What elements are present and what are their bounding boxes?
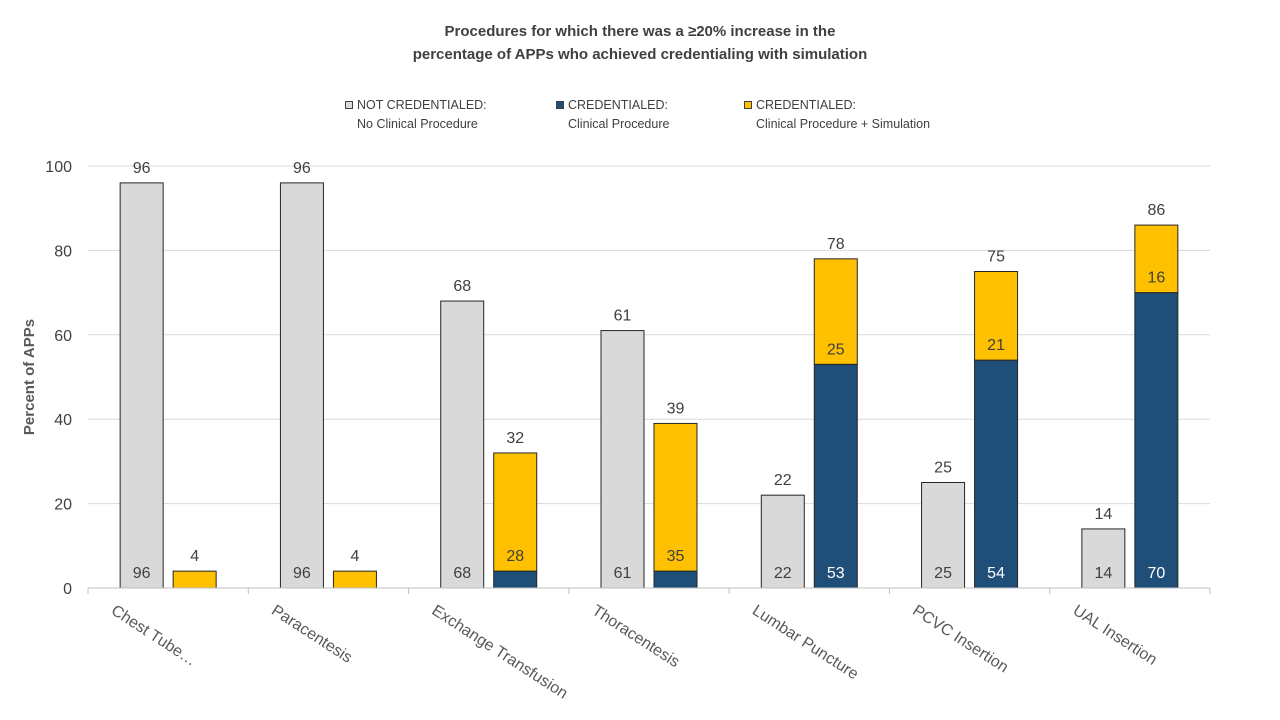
total-label-credentialed: 86: [1147, 202, 1165, 219]
x-category-label: Thoracentesis: [589, 602, 683, 671]
data-labels: 96 4 96 96 4 96 68 32 68 28 61 39 61 35 22 78 22 53 25 25 75…: [133, 160, 1166, 582]
total-label-credentialed: 32: [506, 430, 524, 447]
bar-credentialed-clinical: [493, 570, 538, 589]
total-label-not-credentialed: 25: [934, 460, 952, 477]
legend-item-credentialed-simulation: CREDENTIALED: Clinical Procedure + Simul…: [744, 96, 931, 134]
y-tick-label: 20: [54, 497, 72, 514]
total-label-credentialed: 4: [190, 548, 199, 565]
legend-label-credentialed-clinical-line1: CREDENTIALED:: [568, 98, 669, 112]
total-label-not-credentialed: 14: [1094, 506, 1112, 523]
legend-label-not-credentialed-line1: NOT CREDENTIALED:: [357, 98, 487, 112]
gridlines: [88, 165, 1210, 505]
x-category-label: UAL Insertion: [1070, 602, 1160, 669]
total-label-not-credentialed: 61: [614, 308, 632, 325]
inner-label-credentialed-clinical: 54: [987, 565, 1005, 582]
bar-credentialed-clinical: [813, 363, 858, 589]
bar-not-credentialed: [279, 182, 324, 589]
bar-credentialed-simulation: [813, 258, 858, 365]
bar-credentialed-simulation: [974, 271, 1019, 361]
y-tick-label: 80: [54, 243, 72, 260]
bar-not-credentialed: [600, 330, 645, 589]
chart-title-line-2: percentage of APPs who achieved credenti…: [412, 46, 868, 63]
inner-label-credentialed-simulation: 35: [667, 548, 685, 565]
bar-credentialed-clinical: [974, 359, 1019, 589]
bar-credentialed-clinical: [653, 570, 698, 589]
inner-label-credentialed-simulation: 25: [827, 341, 845, 358]
y-tick-label: 40: [54, 412, 72, 429]
inner-label-credentialed-clinical: 70: [1147, 565, 1165, 582]
y-tick-label: 100: [45, 159, 72, 176]
total-label-not-credentialed: 96: [133, 160, 151, 177]
legend-item-not-credentialed: NOT CREDENTIALED: No Clinical Procedure: [345, 96, 487, 134]
inner-label-not-credentialed: 14: [1094, 565, 1112, 582]
legend-label-credentialed-simulation-line1: CREDENTIALED:: [756, 98, 857, 112]
chart-title-line-1: Procedures for which there was a ≥20% in…: [444, 23, 836, 40]
bar-credentialed-clinical: [1134, 292, 1179, 589]
bar-not-credentialed: [119, 182, 164, 589]
legend-label-credentialed-clinical-line2: Clinical Procedure: [568, 117, 670, 131]
inner-label-credentialed-simulation: 21: [987, 337, 1005, 354]
bar-credentialed-simulation: [332, 570, 377, 589]
inner-label-credentialed-simulation: 16: [1147, 270, 1165, 287]
bar-credentialed-simulation: [653, 422, 698, 572]
inner-label-credentialed-clinical: 53: [827, 565, 845, 582]
bar-not-credentialed: [440, 300, 485, 589]
legend-label-credentialed-simulation-line2: Clinical Procedure + Simulation: [756, 117, 931, 131]
total-label-credentialed: 78: [827, 236, 845, 253]
inner-label-not-credentialed: 68: [453, 565, 471, 582]
bar-not-credentialed: [760, 494, 805, 589]
inner-label-not-credentialed: 61: [614, 565, 632, 582]
x-category-label: Chest Tube…: [108, 602, 199, 670]
x-category-label: Exchange Transfusion: [429, 602, 571, 702]
x-category-label: Paracentesis: [268, 602, 355, 667]
total-label-not-credentialed: 22: [774, 472, 792, 489]
inner-label-not-credentialed: 96: [293, 565, 311, 582]
bar-credentialed-simulation: [493, 452, 538, 572]
inner-label-not-credentialed: 22: [774, 565, 792, 582]
bar-credentialed-simulation: [172, 570, 217, 589]
bars: [119, 182, 1179, 589]
inner-label-not-credentialed: 25: [934, 565, 952, 582]
inner-label-credentialed-simulation: 28: [506, 548, 524, 565]
y-tick-label: 60: [54, 328, 72, 345]
bar-credentialed-simulation: [1134, 224, 1179, 294]
legend-swatch-not-credentialed: [345, 101, 353, 109]
legend-label-not-credentialed-line2: No Clinical Procedure: [357, 117, 478, 131]
total-label-credentialed: 4: [350, 548, 359, 565]
inner-label-not-credentialed: 96: [133, 565, 151, 582]
x-category-label: Lumbar Puncture: [749, 602, 861, 683]
total-label-not-credentialed: 96: [293, 160, 311, 177]
total-label-credentialed: 75: [987, 249, 1005, 266]
y-tick-label: 0: [63, 581, 72, 598]
total-label-credentialed: 39: [667, 400, 685, 417]
legend-item-credentialed-clinical: CREDENTIALED: Clinical Procedure: [556, 96, 670, 134]
total-label-not-credentialed: 68: [453, 278, 471, 295]
y-axis-title: Percent of APPs: [21, 319, 38, 435]
x-category-label: PCVC Insertion: [909, 602, 1011, 676]
bar-not-credentialed: [1081, 528, 1126, 589]
legend-swatch-credentialed-simulation: [744, 101, 752, 109]
legend-swatch-credentialed-clinical: [556, 101, 564, 109]
